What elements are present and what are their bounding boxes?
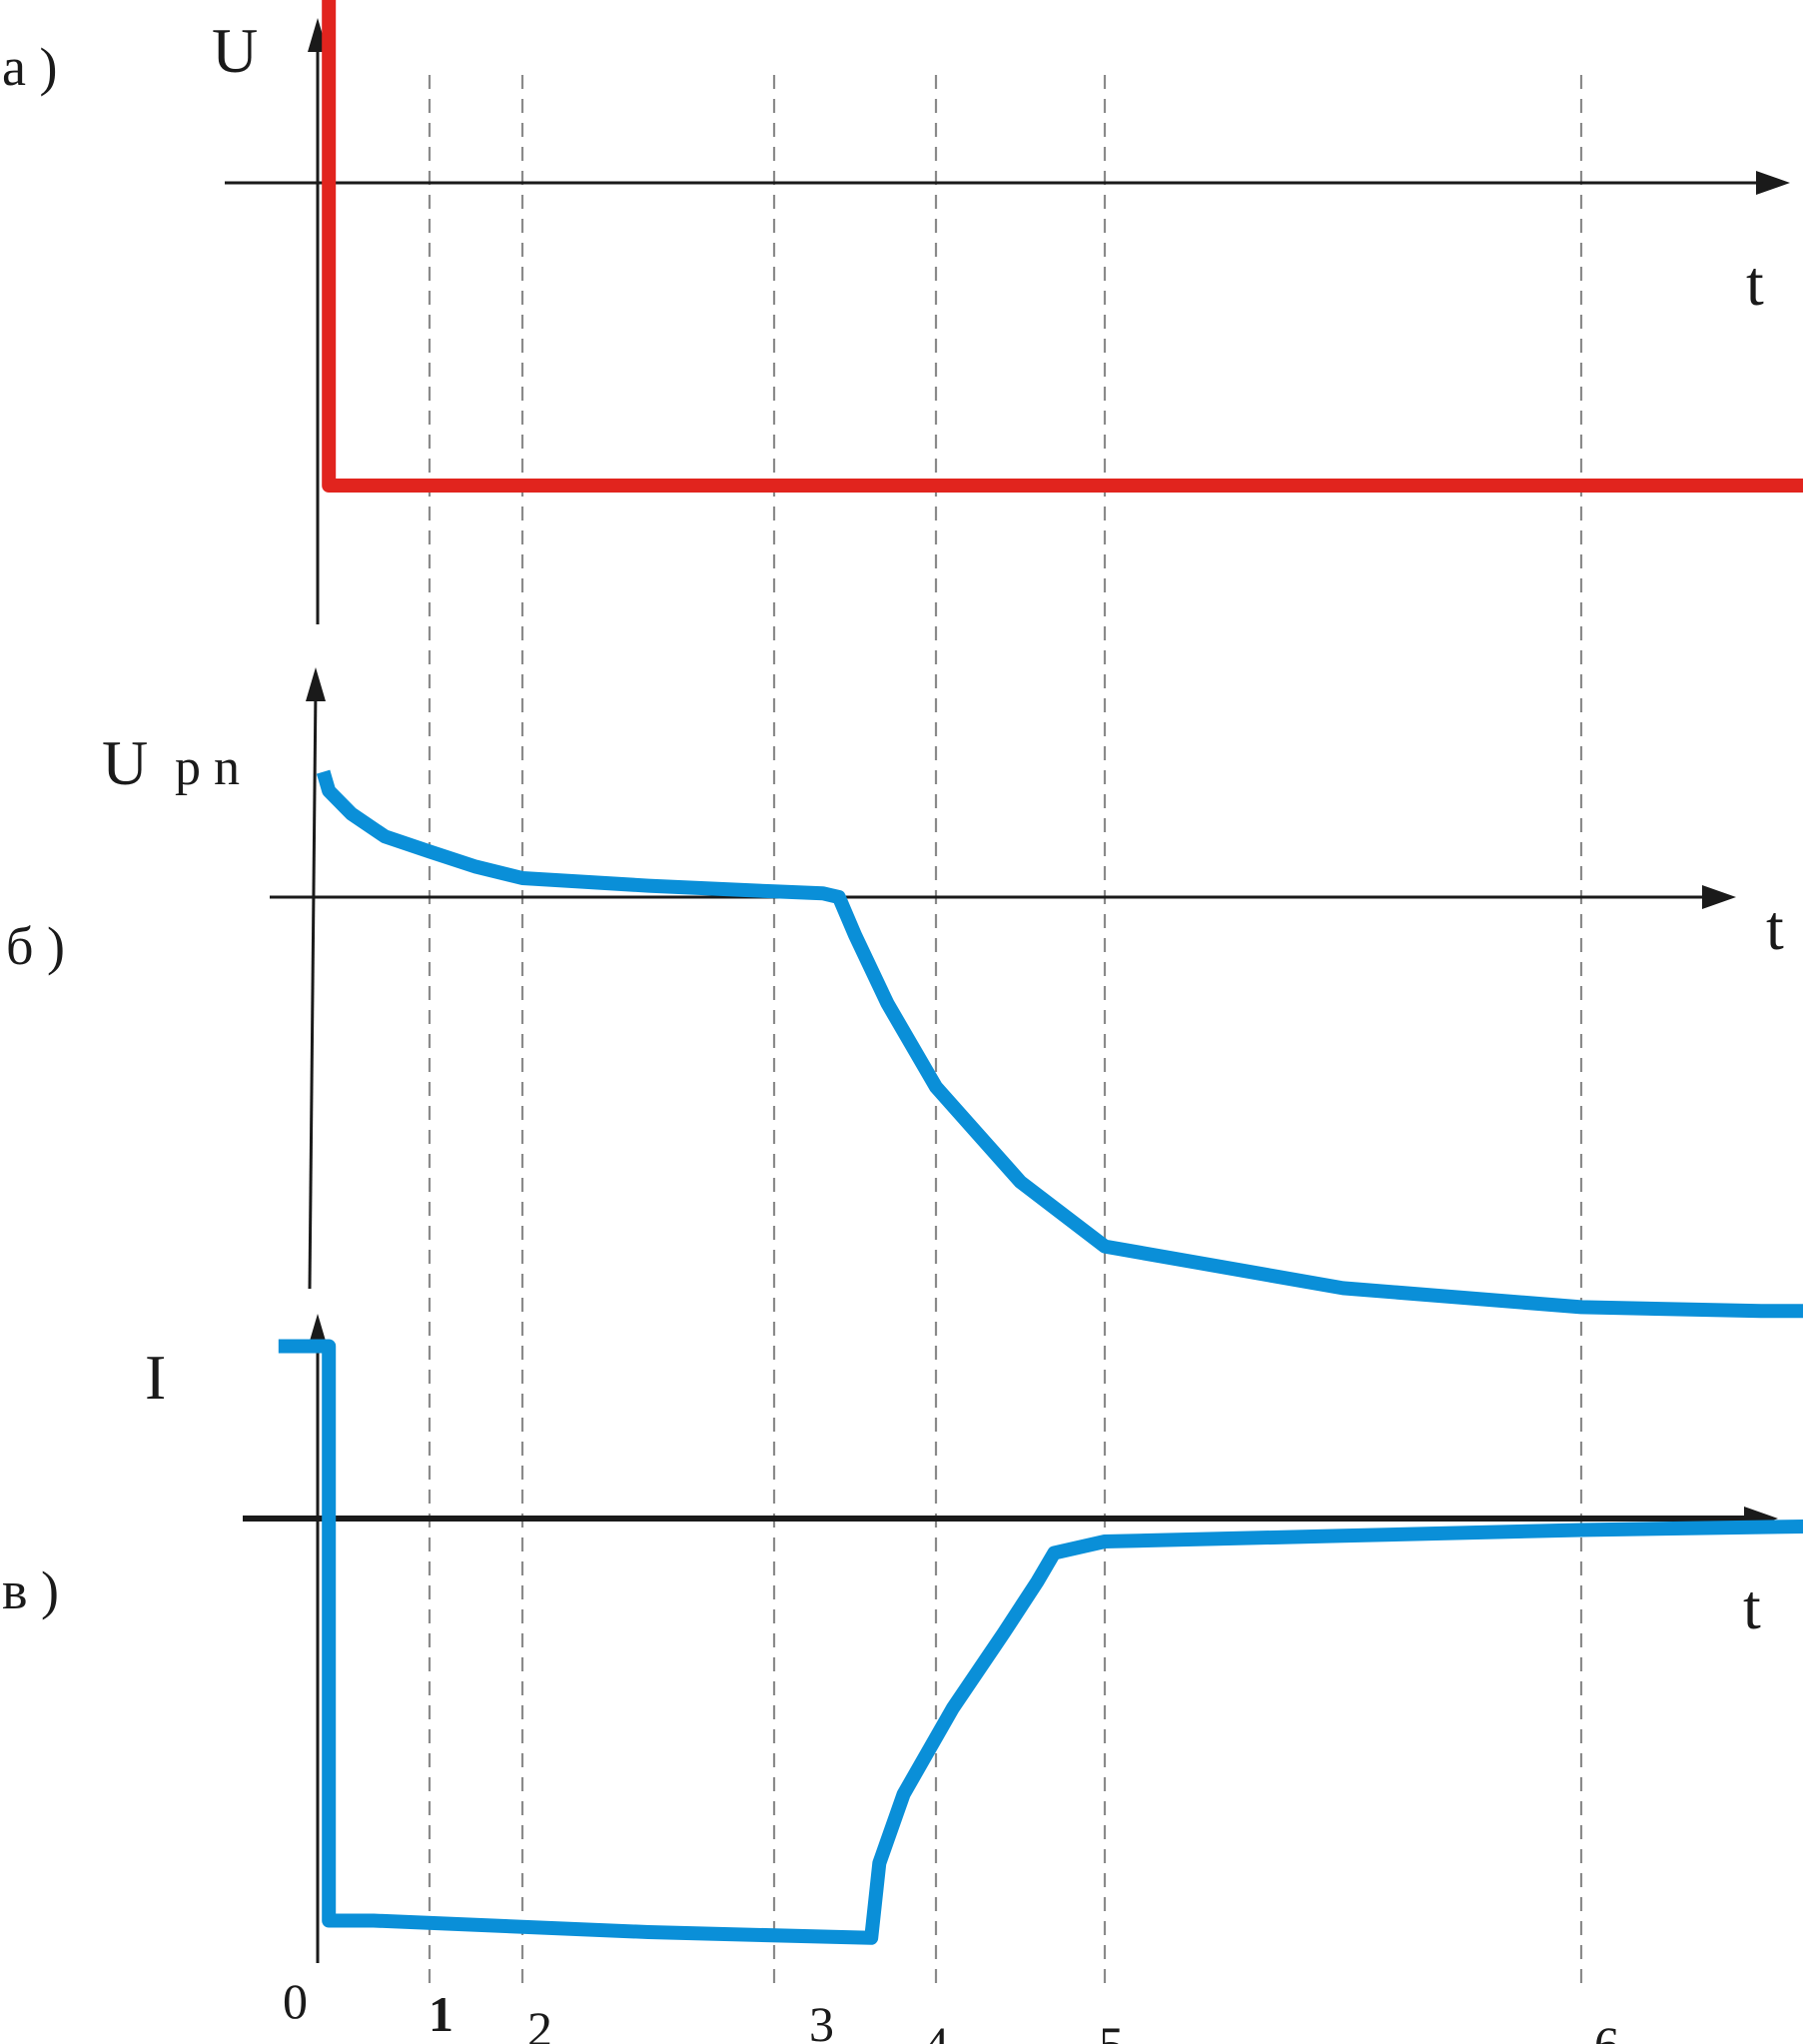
time-marker-grid bbox=[428, 75, 1583, 1993]
curve-b-0 bbox=[316, 769, 1803, 1319]
time-label-2: 2 bbox=[527, 2001, 552, 2044]
panel-label-b: б ) bbox=[6, 916, 65, 976]
x-axis-label-b: t bbox=[1766, 892, 1784, 963]
y-axis-arrow-b bbox=[306, 667, 326, 701]
time-label-3: 3 bbox=[809, 1996, 834, 2044]
x-axis-label-a: t bbox=[1746, 248, 1764, 319]
y-axis-label-a: U bbox=[212, 15, 258, 86]
time-label-1: 1 bbox=[429, 1986, 453, 2042]
curve-a-0 bbox=[322, 0, 1803, 493]
y-axis-label-b: U bbox=[102, 727, 148, 798]
panel-label-a: а ) bbox=[2, 37, 57, 97]
x-axis-arrow-a bbox=[1756, 171, 1790, 195]
axes-layer bbox=[225, 18, 1790, 1963]
curve-c-0 bbox=[278, 1339, 1803, 1945]
y-axis-line-b bbox=[308, 686, 318, 1290]
panel-label-c: в ) bbox=[2, 1560, 59, 1620]
curves-layer bbox=[278, 0, 1803, 1945]
time-label-0: 0 bbox=[283, 1973, 308, 2029]
x-axis-arrow-b bbox=[1702, 885, 1736, 909]
time-label-4: 4 bbox=[924, 2016, 949, 2044]
y-axis-label-c: I bbox=[145, 1342, 166, 1413]
x-axis-label-c: t bbox=[1743, 1571, 1761, 1642]
time-label-5: 5 bbox=[1099, 2016, 1124, 2044]
y-axis-subscript-b: р n bbox=[175, 739, 240, 796]
time-label-6: 6 bbox=[1594, 2016, 1619, 2044]
